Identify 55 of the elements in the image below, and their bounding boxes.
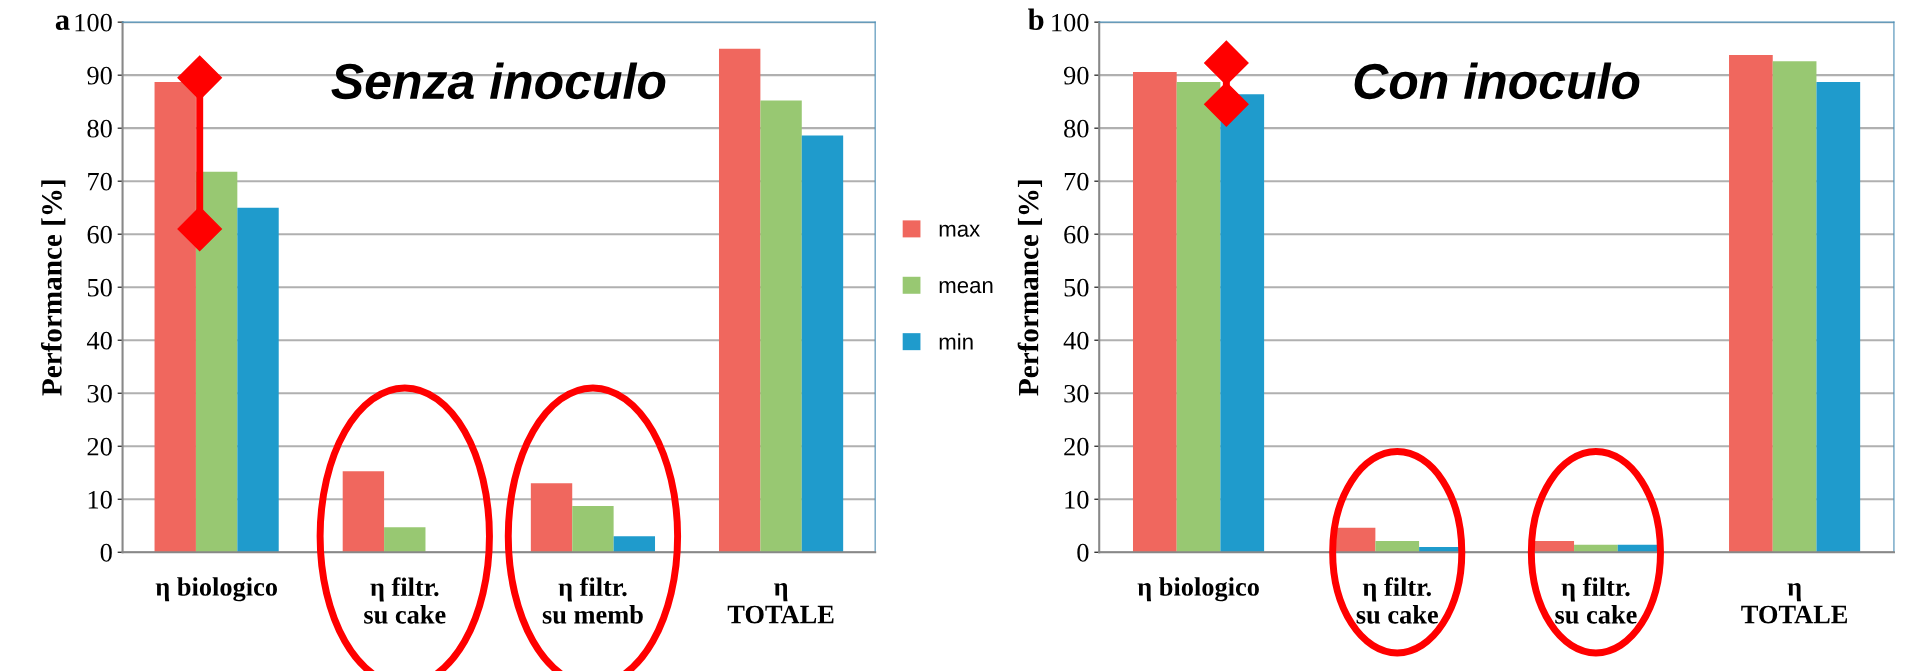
bar	[1132, 71, 1177, 553]
y-tick-label: 40	[86, 331, 112, 350]
y-tick-label: 30	[1064, 384, 1089, 403]
x-tick-label: η biologico	[1137, 577, 1259, 602]
legend-label: min	[939, 333, 973, 350]
y-tick-label: 90	[1063, 66, 1089, 85]
y-tick-label: 50	[1064, 278, 1089, 297]
legend-label: mean	[939, 281, 993, 294]
bar	[718, 48, 761, 553]
y-tick-label: 100	[1052, 13, 1089, 32]
y-tick-label: 50	[87, 278, 112, 297]
y-tick-label: 10	[1065, 490, 1089, 509]
x-tick-label: η filtr. su cake	[364, 577, 446, 624]
chart-title: b	[1028, 8, 1044, 31]
y-tick-label: 0	[1077, 543, 1089, 562]
y-tick-label: 30	[87, 384, 112, 403]
bar	[237, 207, 279, 553]
y-tick-label: 20	[1064, 437, 1089, 456]
y-tick-label: 60	[87, 225, 112, 244]
bar	[572, 506, 614, 553]
chart-title: a	[55, 15, 70, 31]
y-tick-label: 40	[1063, 331, 1089, 350]
x-tick-label: η filtr. su memb	[542, 577, 643, 624]
y-tick-label: 20	[87, 437, 112, 456]
y-tick-label: 0	[100, 543, 112, 562]
x-tick-label: η TOTALE	[1741, 583, 1848, 624]
bar	[1375, 541, 1420, 553]
annotation: Con inoculo	[1354, 62, 1640, 100]
y-tick-label: 70	[88, 172, 112, 191]
y-tick-label: 80	[87, 119, 112, 138]
bar	[384, 527, 426, 553]
bar	[530, 483, 573, 553]
y-tick-label: 10	[88, 490, 112, 509]
bar	[801, 135, 844, 553]
y-axis-title: Performance [%]	[1017, 180, 1043, 396]
bar	[1176, 82, 1221, 553]
legend-label: max	[939, 224, 980, 237]
bar	[1772, 61, 1817, 553]
x-tick-label: η filtr. su cake	[1555, 577, 1637, 624]
y-tick-label: 100	[75, 13, 112, 32]
annotation: Senza inoculo	[331, 62, 666, 100]
x-tick-label: η biologico	[155, 577, 277, 602]
y-tick-label: 80	[1064, 119, 1089, 138]
bar	[613, 536, 656, 553]
bar	[760, 100, 802, 553]
x-tick-label: η TOTALE	[727, 583, 834, 624]
y-axis-title: Performance [%]	[40, 180, 66, 396]
bar	[1816, 82, 1861, 553]
y-tick-label: 60	[1064, 225, 1089, 244]
y-tick-label: 90	[87, 66, 112, 85]
y-tick-label: 70	[1064, 172, 1089, 191]
x-tick-label: η filtr. su cake	[1356, 577, 1438, 624]
bar	[154, 82, 196, 553]
bar	[342, 471, 385, 553]
bar	[1729, 55, 1773, 553]
